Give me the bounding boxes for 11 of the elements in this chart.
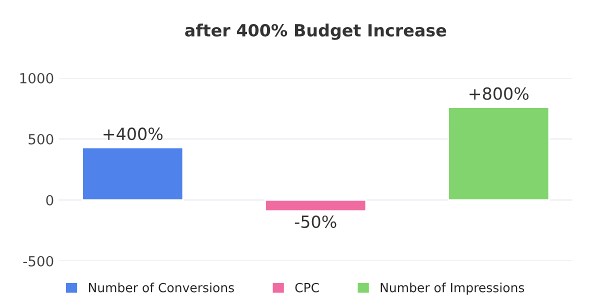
y-tick-label: -500 — [23, 256, 54, 266]
y-tick-label: 0 — [46, 194, 54, 206]
y-tick-label: 1000 — [20, 72, 54, 84]
legend-label: Number of Conversions — [89, 282, 234, 292]
y-tick-label: 500 — [28, 134, 54, 144]
text: +800% — [470, 87, 529, 100]
legend-label: CPC — [295, 282, 319, 292]
legend-label: Number of Impressions — [380, 282, 524, 295]
chart-title: after 400% Budget Increase — [185, 24, 446, 40]
text: +400% — [104, 128, 163, 140]
text: -50% — [294, 215, 336, 228]
